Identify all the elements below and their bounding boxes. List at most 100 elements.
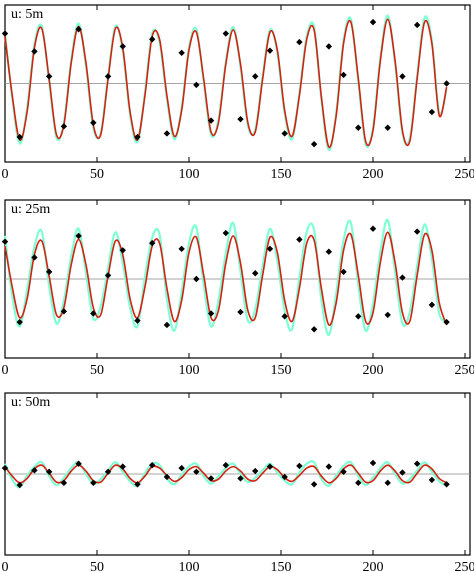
- data-point: [1, 238, 9, 245]
- data-point: [325, 463, 333, 470]
- x-tick-label: 0: [2, 363, 9, 378]
- data-point: [413, 228, 421, 235]
- data-point: [237, 308, 244, 316]
- data-point: [340, 468, 347, 475]
- x-tick-label: 50: [90, 167, 104, 182]
- data-point: [340, 268, 347, 276]
- panel-label: u: 5m: [11, 7, 43, 22]
- data-point: [310, 140, 318, 148]
- data-point: [266, 47, 274, 54]
- data-point: [178, 464, 185, 472]
- data-point: [399, 469, 406, 476]
- data-point: [163, 321, 171, 329]
- data-point: [399, 73, 406, 80]
- panel: 0 50 100 150 200 250 u: 5m: [1, 4, 474, 182]
- data-point: [75, 460, 82, 467]
- data-point: [60, 123, 68, 130]
- data-point: [296, 462, 303, 470]
- data-point: [119, 43, 126, 50]
- data-point: [75, 232, 82, 240]
- data-point: [134, 481, 141, 488]
- data-point: [75, 26, 82, 33]
- data-point: [266, 463, 274, 470]
- panel-label: u: 50m: [11, 395, 50, 410]
- data-point: [90, 119, 97, 126]
- data-point: [16, 481, 23, 489]
- data-point: [149, 36, 156, 43]
- data-point: [119, 247, 126, 254]
- data-point: [207, 117, 215, 124]
- series-line: [3, 218, 448, 337]
- data-point: [325, 248, 333, 255]
- data-point: [1, 464, 9, 472]
- data-point: [428, 301, 436, 309]
- data-point: [134, 133, 141, 141]
- data-point: [207, 310, 215, 317]
- data-point: [90, 310, 97, 317]
- data-point: [104, 272, 112, 279]
- data-point: [413, 460, 421, 467]
- data-point: [369, 18, 377, 26]
- x-tick-label: 250: [455, 560, 474, 573]
- data-point: [60, 308, 68, 315]
- data-point: [193, 275, 200, 283]
- x-tick-label: 0: [2, 167, 9, 182]
- data-point: [119, 463, 126, 470]
- x-tick-label: 50: [90, 363, 104, 378]
- data-point: [266, 245, 274, 253]
- data-point: [355, 313, 362, 320]
- panel-label: u: 25m: [11, 202, 50, 217]
- x-tick-label: 250: [455, 167, 474, 182]
- data-point: [31, 48, 38, 55]
- data-point: [310, 326, 318, 333]
- data-point: [1, 30, 9, 37]
- data-point: [45, 468, 53, 475]
- data-point: [281, 130, 288, 137]
- x-tick-label: 150: [271, 167, 292, 182]
- data-point: [384, 124, 391, 131]
- data-point: [296, 38, 303, 46]
- data-point: [163, 130, 171, 137]
- x-tick-label: 200: [363, 560, 384, 573]
- data-point: [193, 468, 200, 475]
- data-point: [45, 73, 53, 80]
- x-tick-label: 150: [271, 560, 292, 573]
- x-tick-label: 200: [363, 167, 384, 182]
- x-tick-label: 250: [455, 363, 474, 378]
- data-point: [237, 475, 244, 482]
- series-line: [4, 231, 448, 326]
- data-point: [340, 71, 347, 79]
- x-tick-label: 150: [271, 363, 292, 378]
- data-point: [384, 311, 391, 319]
- data-point: [104, 73, 112, 80]
- data-point: [178, 245, 185, 253]
- data-point: [355, 124, 362, 131]
- data-point: [90, 479, 97, 487]
- data-point: [149, 461, 156, 469]
- data-point: [16, 318, 23, 326]
- data-point: [31, 254, 38, 261]
- data-point: [252, 270, 259, 277]
- panel: 0 50 100 150 200 250 u: 25m: [1, 199, 474, 378]
- data-point: [443, 481, 450, 488]
- data-point: [222, 461, 229, 469]
- data-point: [281, 313, 288, 320]
- data-point: [428, 108, 436, 116]
- x-tick-label: 100: [179, 560, 200, 573]
- data-point: [310, 481, 318, 488]
- panel: 0 50 100 150 200 250 u: 50m: [1, 392, 474, 573]
- data-point: [193, 81, 200, 89]
- data-point: [369, 459, 377, 467]
- data-point: [31, 467, 38, 474]
- data-point: [384, 479, 391, 487]
- data-point: [252, 73, 259, 80]
- x-tick-label: 200: [363, 363, 384, 378]
- data-point: [163, 473, 171, 481]
- data-point: [443, 80, 450, 87]
- data-point: [134, 317, 141, 324]
- data-point: [149, 239, 156, 247]
- x-tick-label: 100: [179, 363, 200, 378]
- data-point: [443, 318, 450, 326]
- data-point: [281, 473, 288, 481]
